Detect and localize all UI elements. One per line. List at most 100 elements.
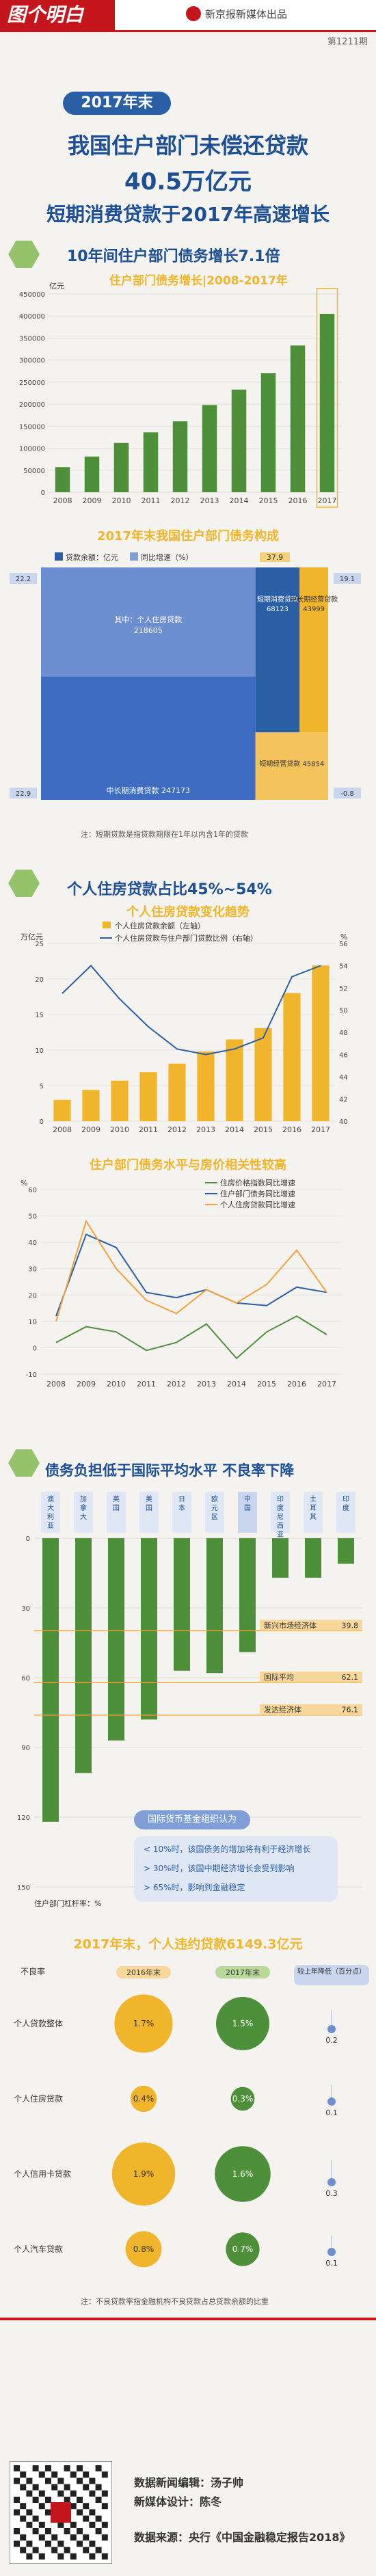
qr-module bbox=[64, 2465, 70, 2471]
qr-module bbox=[20, 2547, 27, 2553]
qr-module bbox=[26, 2478, 33, 2484]
growth-badge bbox=[10, 788, 37, 799]
bar bbox=[272, 1538, 288, 1578]
country-label: 欧 bbox=[211, 1495, 218, 1503]
block-long-business bbox=[299, 567, 328, 733]
qr-module bbox=[70, 2553, 77, 2560]
bar bbox=[174, 1538, 190, 1671]
ratio-line bbox=[62, 965, 321, 1056]
qr-module bbox=[32, 2497, 39, 2503]
x-tick-label: 2017 bbox=[317, 1380, 336, 1388]
qr-module bbox=[51, 2547, 58, 2553]
country-label: 国 bbox=[146, 1504, 152, 1512]
reference-label-bg bbox=[260, 1704, 362, 1715]
value-2016: 1.9% bbox=[133, 2169, 155, 2179]
block-housing-loan bbox=[41, 567, 256, 677]
growth-label: 22.2 bbox=[16, 576, 31, 583]
reference-value: 39.8 bbox=[342, 1621, 359, 1630]
y-tick-label: 150000 bbox=[19, 423, 45, 431]
qr-module bbox=[26, 2553, 33, 2560]
country-label: 度 bbox=[277, 1503, 284, 1512]
qr-module bbox=[95, 2547, 102, 2553]
x-tick-label: 2013 bbox=[196, 1125, 215, 1134]
y2-tick-label: 56 bbox=[339, 941, 348, 948]
bar bbox=[108, 1538, 124, 1741]
x-tick-label: 2014 bbox=[225, 1125, 244, 1134]
qr-module bbox=[45, 2497, 51, 2503]
bar bbox=[82, 1090, 100, 1121]
country-label: 其 bbox=[310, 1513, 317, 1521]
y-tick-label: 0 bbox=[40, 1118, 44, 1126]
bar bbox=[42, 1538, 59, 1822]
bar bbox=[305, 1538, 321, 1578]
x-tick-label: 2011 bbox=[137, 1380, 156, 1388]
x-tick-label: 2009 bbox=[83, 496, 102, 505]
qr-module bbox=[77, 2497, 83, 2503]
qr-module bbox=[101, 2553, 108, 2560]
bar bbox=[202, 405, 217, 492]
y-tick-label: 0 bbox=[33, 1345, 37, 1352]
chart2-title: 2017年末我国住户部门债务构成 bbox=[97, 528, 279, 544]
bar bbox=[338, 1538, 354, 1564]
y-tick-label: 0 bbox=[26, 1535, 30, 1543]
country-label: 元 bbox=[211, 1505, 218, 1512]
x-tick-label: 2012 bbox=[171, 496, 190, 505]
reference-label: 发达经济体 bbox=[264, 1705, 301, 1715]
country-label: 大 bbox=[47, 1503, 54, 1512]
block-label: 短期消费贷款 bbox=[257, 595, 298, 604]
qr-logo bbox=[51, 2502, 71, 2523]
row-label: 个人信用卡贷款 bbox=[14, 2169, 71, 2179]
footer-divider bbox=[0, 2318, 376, 2320]
bar bbox=[168, 1063, 186, 1121]
country-tag bbox=[304, 1492, 323, 1533]
qr-module bbox=[70, 2503, 77, 2510]
page-title: 我国住户部门未偿还贷款 bbox=[67, 133, 308, 159]
qr-module bbox=[32, 2515, 39, 2522]
country-label: 印 bbox=[277, 1495, 284, 1503]
bubble-2017 bbox=[230, 2087, 255, 2111]
x-tick-label: 2010 bbox=[107, 1380, 126, 1388]
value-2016: 1.7% bbox=[133, 2019, 155, 2028]
drop-dot bbox=[327, 2248, 336, 2256]
qr-module bbox=[64, 2547, 70, 2553]
qr-module bbox=[57, 2553, 64, 2560]
bubble-2017 bbox=[215, 2146, 271, 2202]
column-header: 2017年末 bbox=[226, 1968, 260, 1977]
qr-module bbox=[32, 2547, 39, 2553]
qr-module bbox=[32, 2465, 39, 2471]
x-tick-label: 2011 bbox=[139, 1125, 158, 1134]
x-tick-label: 2014 bbox=[227, 1380, 246, 1388]
logo: 图个明白 bbox=[0, 0, 115, 30]
chart4-title: 住户部门债务水平与房价相关性较高 bbox=[90, 1157, 286, 1172]
qr-module bbox=[101, 2471, 108, 2478]
x-tick-label: 2009 bbox=[77, 1380, 96, 1388]
country-tag bbox=[41, 1492, 60, 1533]
growth-label: 37.9 bbox=[267, 553, 284, 562]
qr-module bbox=[32, 2528, 39, 2534]
y-tick-label: 60 bbox=[21, 1675, 30, 1682]
value-2017: 1.5% bbox=[232, 2019, 254, 2028]
drop-dot bbox=[327, 2025, 336, 2033]
qr-module bbox=[77, 2478, 83, 2484]
block-long-term-consumer bbox=[41, 676, 256, 800]
bar bbox=[260, 373, 276, 492]
legend-swatch bbox=[103, 922, 111, 928]
country-label: 中 bbox=[244, 1494, 251, 1503]
country-label: 澳 bbox=[47, 1494, 54, 1503]
column-header-bg bbox=[294, 1965, 369, 1985]
y2-tick-label: 42 bbox=[339, 1097, 348, 1104]
qr-module bbox=[95, 2484, 102, 2491]
editor-credit: 数据新闻编辑：汤子帅 bbox=[134, 2476, 244, 2489]
qr-module bbox=[95, 2528, 102, 2534]
country-tag bbox=[139, 1492, 159, 1533]
y2-tick-label: 54 bbox=[339, 963, 348, 971]
country-label: 国 bbox=[244, 1504, 251, 1512]
y2-tick-label: 46 bbox=[339, 1052, 348, 1060]
qr-module bbox=[26, 2509, 33, 2516]
row-label: 个人住房贷款 bbox=[14, 2093, 63, 2104]
reference-value: 76.1 bbox=[342, 1706, 359, 1715]
section-hex-icon bbox=[8, 870, 40, 897]
country-tag bbox=[205, 1492, 224, 1533]
block-label: 中长期经营贷款 bbox=[290, 595, 338, 604]
block-value: 43999 bbox=[303, 606, 325, 613]
